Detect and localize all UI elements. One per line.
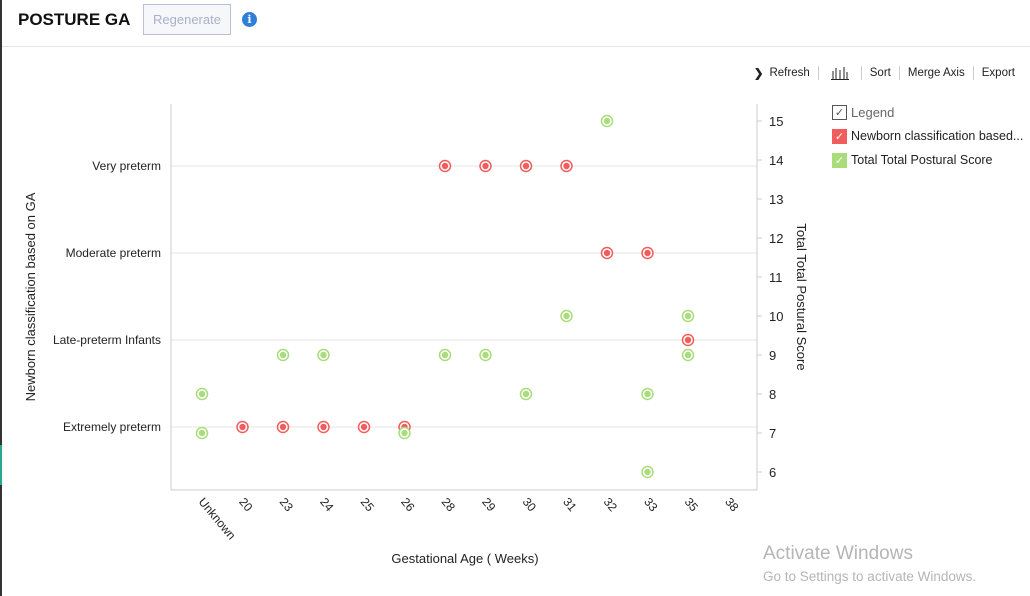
sort-button[interactable]: Sort — [860, 66, 899, 80]
info-icon[interactable]: i — [242, 12, 257, 27]
legend-item-classification[interactable]: ✓ Newborn classification based... — [832, 124, 1023, 148]
right-tick-label: 9 — [769, 348, 776, 363]
x-tick-label: 29 — [479, 495, 499, 514]
data-point — [563, 312, 570, 320]
data-point — [522, 390, 530, 398]
activate-windows-watermark: Activate Windows Go to Settings to activ… — [763, 543, 976, 584]
right-axis-title: Total Total Postural Score — [794, 223, 809, 370]
data-point — [482, 162, 489, 170]
legend-title: Legend — [851, 104, 895, 120]
legend-item-postural-score[interactable]: ✓ Total Total Postural Score — [832, 148, 1023, 172]
chart-toolbar: ❯ Refresh Sort Merge Axis Export — [746, 66, 1023, 80]
data-point — [320, 351, 327, 359]
refresh-button[interactable]: ❯ Refresh — [746, 66, 818, 80]
data-point — [684, 351, 692, 359]
data-point — [320, 423, 327, 431]
data-point — [482, 351, 489, 359]
x-tick-label: 31 — [560, 495, 580, 514]
data-point — [522, 162, 530, 170]
legend-label: Newborn classification based... — [851, 129, 1024, 143]
x-tick-label: 28 — [439, 495, 459, 514]
data-point — [441, 162, 449, 170]
data-point — [239, 423, 246, 431]
x-tick-label: 30 — [520, 495, 540, 514]
data-point — [684, 336, 692, 344]
data-point — [644, 390, 651, 398]
data-point — [563, 162, 570, 170]
checkbox-icon: ✓ — [832, 152, 847, 168]
data-point — [441, 351, 449, 359]
legend-toggle[interactable]: ✓ Legend — [832, 100, 1023, 124]
x-tick-label: 35 — [682, 495, 702, 514]
legend-label: Total Total Postural Score — [851, 153, 993, 167]
regenerate-button[interactable]: Regenerate — [143, 4, 231, 35]
watermark-line2: Go to Settings to activate Windows. — [763, 569, 977, 584]
left-tick-label: Extremely preterm — [63, 420, 161, 434]
data-point — [644, 249, 651, 257]
right-tick-label: 13 — [769, 192, 783, 207]
x-tick-label: 26 — [398, 495, 418, 514]
export-button[interactable]: Export — [972, 66, 1023, 80]
data-point — [279, 423, 287, 431]
right-tick-label: 8 — [769, 387, 776, 402]
checkbox-icon: ✓ — [832, 128, 847, 144]
data-point — [684, 312, 692, 320]
data-point — [198, 429, 206, 437]
right-tick-label: 11 — [769, 270, 783, 285]
left-tick-label: Very preterm — [92, 159, 161, 173]
x-tick-label: 25 — [358, 495, 378, 514]
x-tick-label: 32 — [601, 495, 621, 514]
data-point — [198, 390, 206, 398]
watermark-line1: Activate Windows — [763, 543, 913, 564]
right-tick-label: 12 — [769, 231, 783, 246]
x-tick-label: 20 — [236, 495, 256, 514]
left-tick-label: Late-preterm Infants — [53, 333, 161, 347]
right-tick-label: 6 — [769, 465, 776, 480]
right-tick-label: 14 — [769, 153, 783, 168]
right-tick-label: 15 — [769, 114, 783, 129]
x-tick-label: 24 — [317, 495, 337, 514]
legend: ✓ Legend ✓ Newborn classification based...… — [832, 100, 1023, 172]
data-point — [603, 249, 611, 257]
data-point — [644, 468, 651, 476]
checkbox-icon: ✓ — [832, 104, 847, 120]
x-tick-label: 23 — [277, 495, 297, 514]
chart-type-button[interactable] — [817, 66, 861, 80]
x-tick-label: 33 — [641, 495, 661, 514]
left-axis-title: Newborn classification based on GA — [23, 192, 38, 401]
chevron-right-icon: ❯ — [753, 68, 764, 80]
merge-axis-button[interactable]: Merge Axis — [898, 66, 973, 80]
x-axis-title: Gestational Age ( Weeks) — [391, 551, 538, 566]
bar-chart-icon — [830, 67, 849, 80]
data-point — [603, 117, 611, 125]
left-edge-bar — [0, 0, 2, 596]
data-point — [360, 423, 368, 431]
x-tick-label: 38 — [722, 495, 742, 514]
header: POSTURE GA Regenerate i — [2, 0, 1030, 47]
right-tick-label: 10 — [769, 309, 783, 324]
left-tick-label: Moderate preterm — [66, 246, 161, 260]
data-point — [401, 429, 408, 437]
page-title: POSTURE GA — [18, 10, 131, 29]
x-tick-label: Unknown — [196, 495, 239, 542]
right-tick-label: 7 — [769, 426, 776, 441]
data-point — [279, 351, 287, 359]
refresh-label: Refresh — [769, 67, 810, 79]
left-edge-accent — [0, 445, 2, 485]
